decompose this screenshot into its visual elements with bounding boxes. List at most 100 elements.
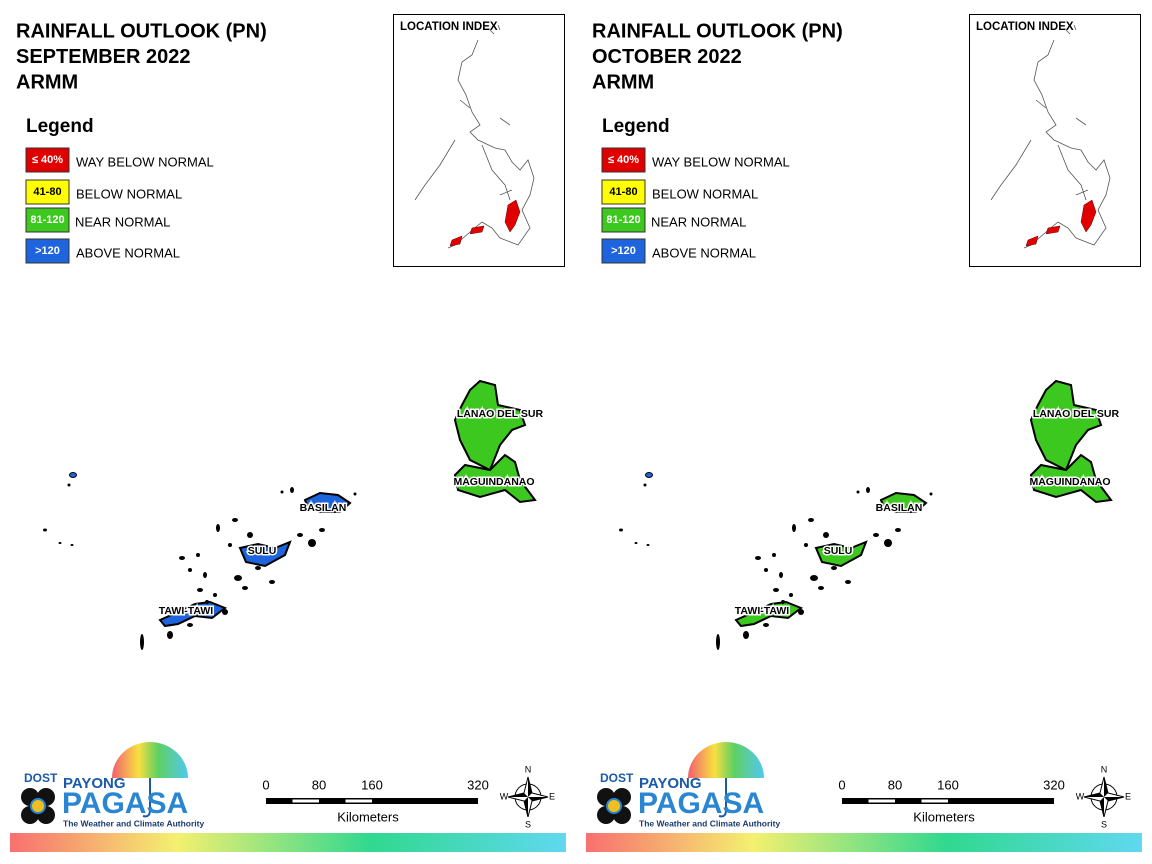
scale-bar-segment xyxy=(345,799,372,803)
island xyxy=(866,487,870,493)
island xyxy=(255,566,261,570)
island xyxy=(213,593,217,597)
island xyxy=(895,528,901,532)
legend-key: >120 xyxy=(611,245,636,257)
region xyxy=(453,379,527,472)
compass-letter: N xyxy=(525,764,532,774)
index-map xyxy=(414,24,535,249)
scale-tick-label: 80 xyxy=(888,777,902,792)
color-band xyxy=(586,833,1142,852)
index-map xyxy=(990,24,1111,249)
island xyxy=(179,556,185,560)
title: RAINFALL OUTLOOK (PN) xyxy=(592,20,843,42)
panel: RAINFALL OUTLOOK (PN) SEPTEMBER 2022 ARMM L… xyxy=(10,14,566,852)
scale-tick-label: 320 xyxy=(467,777,489,792)
island xyxy=(216,524,220,532)
logo-dost: DOST xyxy=(600,771,634,785)
island xyxy=(222,609,228,615)
compass-letter: W xyxy=(500,791,509,801)
island xyxy=(203,572,207,578)
region xyxy=(158,600,228,628)
region xyxy=(734,600,804,628)
legend-swatch xyxy=(601,147,646,173)
legend-label: WAY BELOW NORMAL xyxy=(76,154,214,169)
scale-tick-label: 160 xyxy=(937,777,959,792)
island xyxy=(280,490,284,494)
region-label: LANAO DEL SUR xyxy=(457,408,544,420)
scale-bar-segment xyxy=(868,799,895,803)
island xyxy=(646,544,650,546)
panel: RAINFALL OUTLOOK (PN) OCTOBER 2022 ARMM Leg… xyxy=(586,14,1142,852)
title: ARMM xyxy=(592,71,654,93)
island xyxy=(167,631,173,639)
island xyxy=(789,593,793,597)
region-label: MAGUINDANAO xyxy=(453,476,534,488)
island xyxy=(297,533,303,537)
index-title: LOCATION INDEX xyxy=(976,21,1074,33)
scale-tick-label: 0 xyxy=(838,777,845,792)
scale-unit: Kilometers xyxy=(337,809,399,824)
compass-letter: S xyxy=(525,819,531,829)
compass-letter: S xyxy=(1101,819,1107,829)
island xyxy=(205,600,209,604)
legend-key: >120 xyxy=(35,245,60,257)
compass-letter: E xyxy=(549,791,555,801)
compass-letter: W xyxy=(1076,791,1085,801)
region-label: BASILAN xyxy=(876,502,923,514)
island xyxy=(187,623,193,627)
region-label: SULU xyxy=(248,545,277,557)
logo-center xyxy=(606,798,622,814)
island xyxy=(269,580,275,584)
island xyxy=(43,528,47,532)
region xyxy=(238,540,292,568)
umbrella-handle xyxy=(142,778,151,818)
logo-payong: PAYONG xyxy=(639,775,702,792)
region-label: MAGUINDANAO xyxy=(1029,476,1110,488)
scale-tick-label: 160 xyxy=(361,777,383,792)
umbrella-handle xyxy=(718,778,727,818)
legend-label: NEAR NORMAL xyxy=(651,214,746,229)
region-label: TAWI-TAWI xyxy=(735,605,790,617)
region xyxy=(303,491,352,513)
island xyxy=(779,572,783,578)
legend-swatch xyxy=(601,207,646,233)
legend-title: Legend xyxy=(602,116,670,137)
island xyxy=(308,539,316,547)
color-band xyxy=(10,833,566,852)
legend-swatch xyxy=(25,238,70,264)
region-label: SULU xyxy=(824,545,853,557)
island xyxy=(197,588,203,592)
legend-key: 41-80 xyxy=(609,186,637,198)
island xyxy=(290,487,294,493)
legend-swatch xyxy=(25,147,70,173)
island xyxy=(743,631,749,639)
island xyxy=(781,600,785,604)
scale-bar-segment xyxy=(292,799,319,803)
legend-swatch xyxy=(25,207,70,233)
island xyxy=(619,528,623,532)
logo-pagasa: PAGASA xyxy=(638,787,764,820)
logo-payong: PAYONG xyxy=(63,775,126,792)
region xyxy=(879,491,928,513)
island xyxy=(884,539,892,547)
island xyxy=(808,518,814,522)
scale-tick-label: 320 xyxy=(1043,777,1065,792)
region-label: LANAO DEL SUR xyxy=(1033,408,1120,420)
island xyxy=(798,609,804,615)
scale-tick-label: 80 xyxy=(312,777,326,792)
island xyxy=(831,566,837,570)
legend-swatch xyxy=(601,179,646,205)
island xyxy=(823,532,829,538)
legend-swatch xyxy=(601,238,646,264)
island xyxy=(810,575,818,581)
island xyxy=(764,568,768,572)
island xyxy=(818,586,824,590)
logo-pagasa: PAGASA xyxy=(62,787,188,820)
island xyxy=(247,532,253,538)
island xyxy=(140,634,144,650)
title: SEPTEMBER 2022 xyxy=(16,46,191,68)
legend-key: 81-120 xyxy=(606,214,640,226)
island xyxy=(234,575,242,581)
island xyxy=(929,492,933,496)
legend-title: Legend xyxy=(26,116,94,137)
